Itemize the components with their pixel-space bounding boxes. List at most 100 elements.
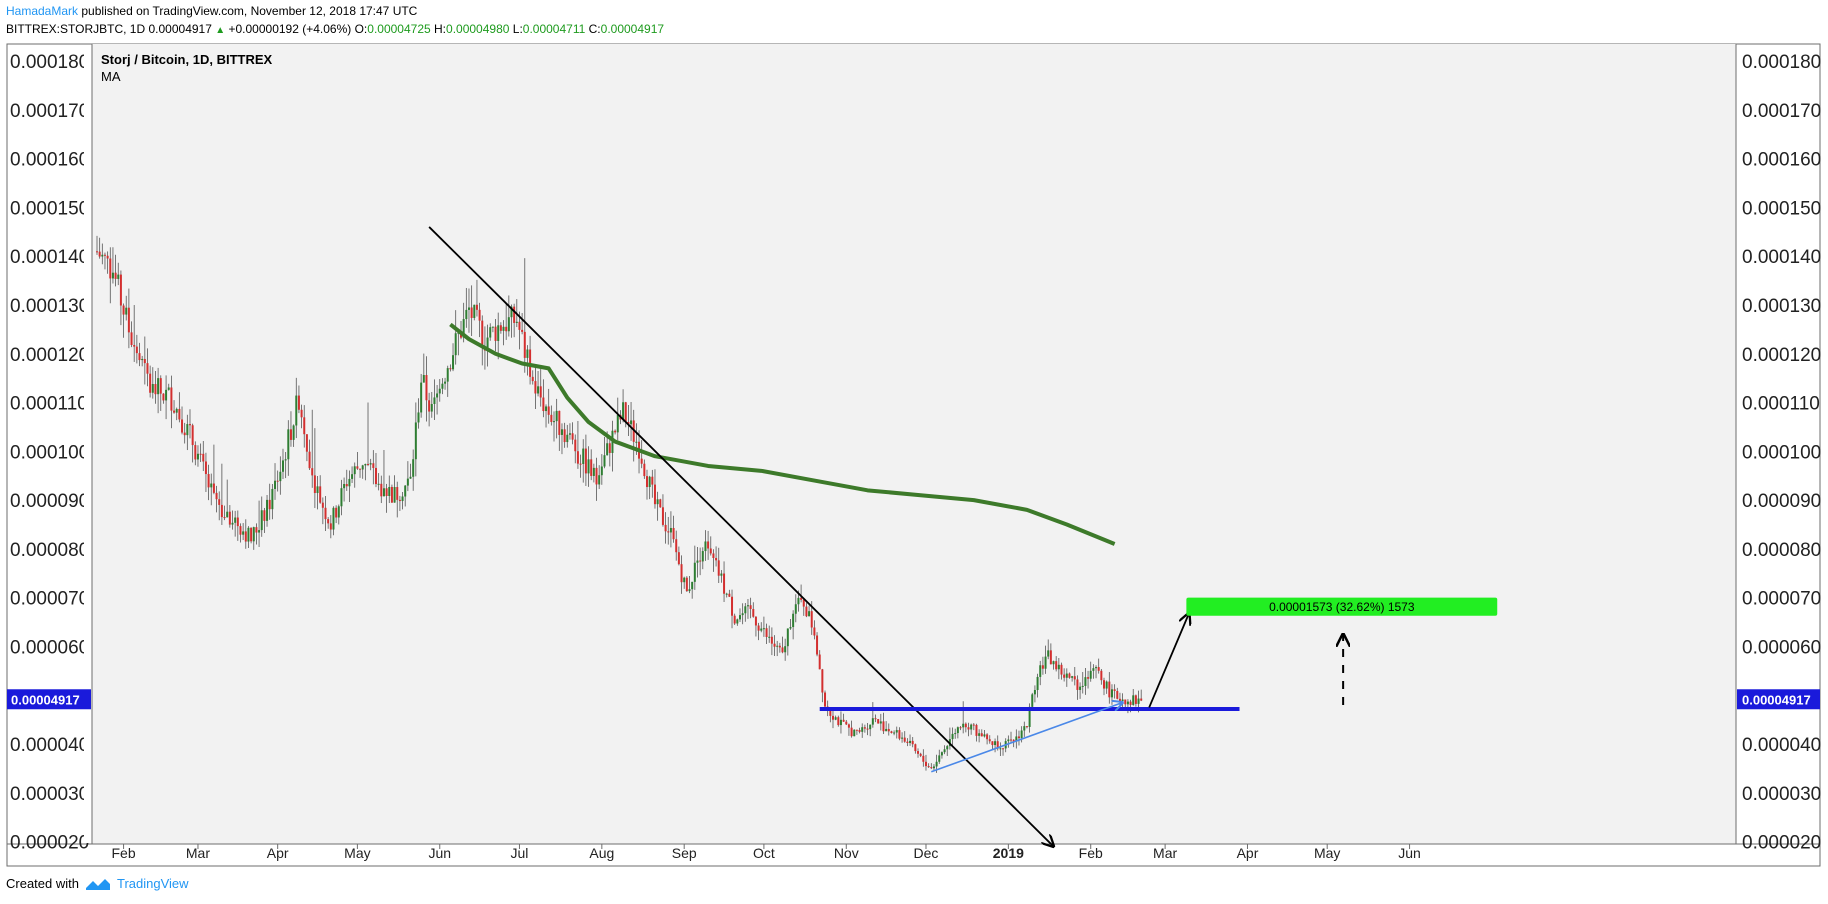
candle-body [640,458,643,464]
candle-body [412,459,415,477]
candle-body [935,761,938,767]
candle-body [645,476,648,488]
candle-body [250,527,253,542]
candle-body [266,499,269,521]
candle-body [696,560,699,563]
symbol-label: BITTREX:STORJBTC, 1D [6,22,146,36]
candle-body [231,522,234,525]
candle-body [914,744,917,752]
candle-body [651,476,654,485]
published-text: published on TradingView.com, November 1… [81,4,418,18]
x-axis[interactable]: Feb Mar Apr May Jun Jul Aug Sep Oct Nov Dec 2019 Feb… [112,844,1421,861]
y-tick-label: 0.000170 [1742,101,1821,122]
candle-body [847,724,850,728]
candle-body [109,258,112,279]
candle-body [725,593,728,595]
candle-body [707,541,710,549]
candle-body [181,419,184,433]
y-tick-label: 0.000120 [10,345,89,366]
candle-body [188,424,191,426]
candle-body [321,502,324,508]
candle-body [489,327,492,338]
candle-body [130,332,133,346]
candle-body [186,424,189,436]
candle-body [433,397,436,404]
candle-body [967,727,970,730]
y-tick-label: 0.000140 [10,247,89,268]
candle-body [542,397,545,412]
candle-body [879,721,882,724]
y-tick-label: 0.000080 [1742,540,1821,561]
change-value: +0.00000192 (+4.06%) [228,22,352,36]
candle-body [207,474,210,488]
author-link[interactable]: HamadaMark [6,4,79,18]
plot-area[interactable] [92,44,1736,844]
candle-body [295,395,298,426]
candle-body [406,478,409,486]
candle-body [664,524,667,532]
candle-body [513,306,516,323]
tradingview-link[interactable]: TradingView [116,876,189,891]
candle-body [789,627,792,629]
candle-body [316,486,319,494]
target-arrow [1148,613,1189,708]
candle-body [422,375,425,383]
candle-body [643,463,646,477]
y-tick-label: 0.000020 [10,833,89,854]
target-range-box[interactable] [1186,597,1498,616]
candle-body [980,733,983,737]
candle-body [659,499,662,508]
candle-body [313,475,316,494]
candle-body [1140,698,1143,701]
candle-body [510,306,513,318]
candle-body [553,421,556,423]
candle-body [903,737,906,742]
candle-body [521,329,524,332]
candle-body [101,254,104,257]
candle-body [374,467,377,485]
candle-body [300,409,303,418]
publish-line: HamadaMark published on TradingView.com,… [6,2,664,20]
candle-body [409,476,412,479]
candle-body [420,382,423,413]
candle-body [462,319,465,338]
candle-body [385,488,388,496]
y-tick-label: 0.000030 [10,784,89,805]
candle-body [677,552,680,565]
y-tick-label: 0.000040 [10,735,89,756]
candle-body [656,499,659,505]
candle-body [962,723,965,728]
candle-body [869,724,872,730]
candle-body [223,517,226,519]
candle-body [940,752,943,756]
last-price-label-right: 0.00004917 [1742,692,1811,707]
candle-body [143,358,146,364]
candle-body [837,717,840,726]
candle-body [983,734,986,737]
y-axis-right[interactable]: 0.000180 0.000170 0.000160 0.000150 0.000140… [1737,45,1828,854]
candle-body [760,628,763,631]
candle-body [96,251,98,253]
candle-body [893,732,896,734]
candle-body [627,421,630,425]
up-arrow-icon: ▲ [215,25,226,36]
y-axis-left[interactable]: 0.000180 0.000170 0.000160 0.000150 0.000140… [7,45,91,854]
candle-body [1124,699,1127,705]
candle-body [449,368,452,370]
legend-indicator: MA [101,69,121,84]
candle-body [382,488,385,497]
candle-body [661,507,664,525]
candle-body [733,615,736,624]
candle-body [191,425,194,446]
candle-body [991,741,994,746]
candle-body [539,386,542,398]
candle-body [390,486,393,503]
candle-body [311,468,314,476]
candle-body [308,451,311,469]
candle-body [324,507,327,520]
candle-body [770,636,773,644]
candle-body [592,467,595,476]
tradingview-logo-icon [85,878,110,890]
candle-body [454,333,457,356]
